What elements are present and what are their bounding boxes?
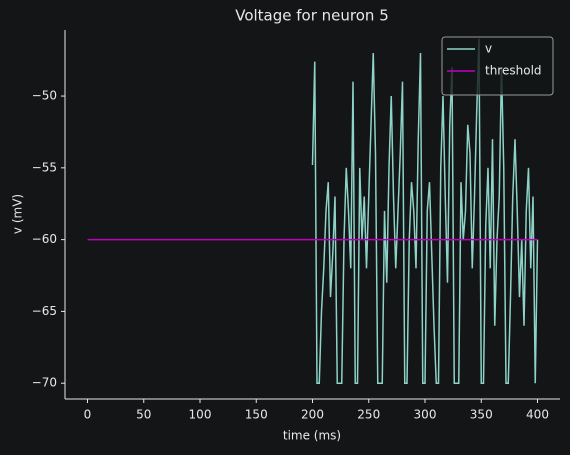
x-tick-label: 100 <box>189 408 212 422</box>
y-tick-label: −50 <box>32 89 57 103</box>
x-tick-label: 50 <box>136 408 151 422</box>
x-tick-label: 300 <box>414 408 437 422</box>
x-tick-label: 250 <box>357 408 380 422</box>
legend-box <box>441 36 554 96</box>
y-axis-label: v (mV) <box>11 194 25 234</box>
chart-title: Voltage for neuron 5 <box>235 7 389 25</box>
legend-label: threshold <box>485 64 542 78</box>
x-tick-label: 400 <box>526 408 549 422</box>
x-tick-label: 200 <box>301 408 324 422</box>
x-tick-label: 0 <box>84 408 92 422</box>
x-axis-label: time (ms) <box>283 429 341 443</box>
y-tick-label: −70 <box>32 376 57 390</box>
y-tick-label: −65 <box>32 304 57 318</box>
legend-label: v <box>485 42 492 56</box>
x-tick-label: 350 <box>470 408 493 422</box>
y-tick-label: −55 <box>32 160 57 174</box>
series-line <box>311 38 539 384</box>
y-tick-label: −60 <box>32 232 57 246</box>
x-tick-label: 150 <box>245 408 268 422</box>
